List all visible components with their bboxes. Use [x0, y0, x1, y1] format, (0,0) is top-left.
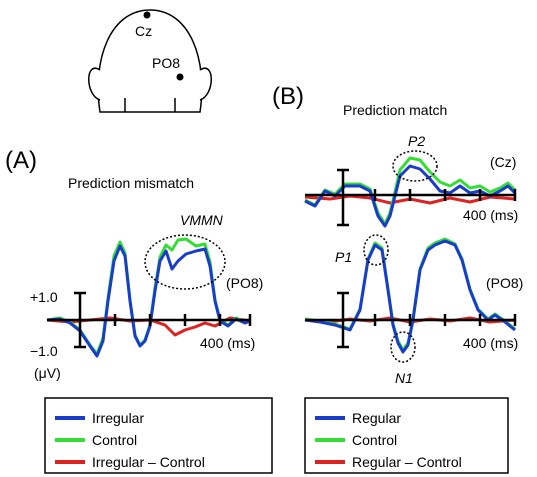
head-diagram: [88, 9, 212, 113]
annotation: N1: [395, 370, 413, 386]
legend-label: Control: [92, 432, 137, 448]
legend: Regular Control Regular – Control: [304, 397, 509, 474]
panel-b-cz-plot: [304, 150, 517, 228]
electrode-label: PO8: [152, 55, 180, 71]
legend-label: Regular: [352, 410, 401, 426]
y-unit: (μV): [34, 365, 61, 381]
channel-label: (PO8): [226, 275, 263, 291]
panel-label: (A): [5, 147, 37, 174]
panel-b-po8-plot: [304, 234, 517, 363]
legend: Irregular Control Irregular – Control: [44, 397, 273, 474]
y-label: −1.0: [30, 343, 58, 359]
electrode-label: Cz: [135, 23, 152, 39]
annotation: P1: [335, 249, 352, 265]
annotation: VMMN: [180, 212, 224, 228]
legend-label: Irregular – Control: [92, 454, 205, 470]
channel-label: (Cz): [490, 154, 516, 170]
panel-title: Prediction match: [343, 102, 447, 118]
x-label: 400 (ms): [463, 335, 518, 351]
panel-a-plot: [46, 234, 252, 358]
y-label: +1.0: [30, 289, 58, 305]
electrode-dot: [176, 73, 184, 81]
legend-label: Irregular: [92, 410, 144, 426]
legend-label: Control: [352, 432, 397, 448]
panel-label: (B): [272, 83, 304, 110]
channel-label: (PO8): [486, 275, 523, 291]
electrode-dot: [143, 11, 151, 19]
x-label: 400 (ms): [463, 207, 518, 223]
panel-title: Prediction mismatch: [68, 175, 194, 191]
annotation: P2: [408, 133, 425, 149]
x-label: 400 (ms): [200, 335, 255, 351]
legend-label: Regular – Control: [352, 454, 462, 470]
